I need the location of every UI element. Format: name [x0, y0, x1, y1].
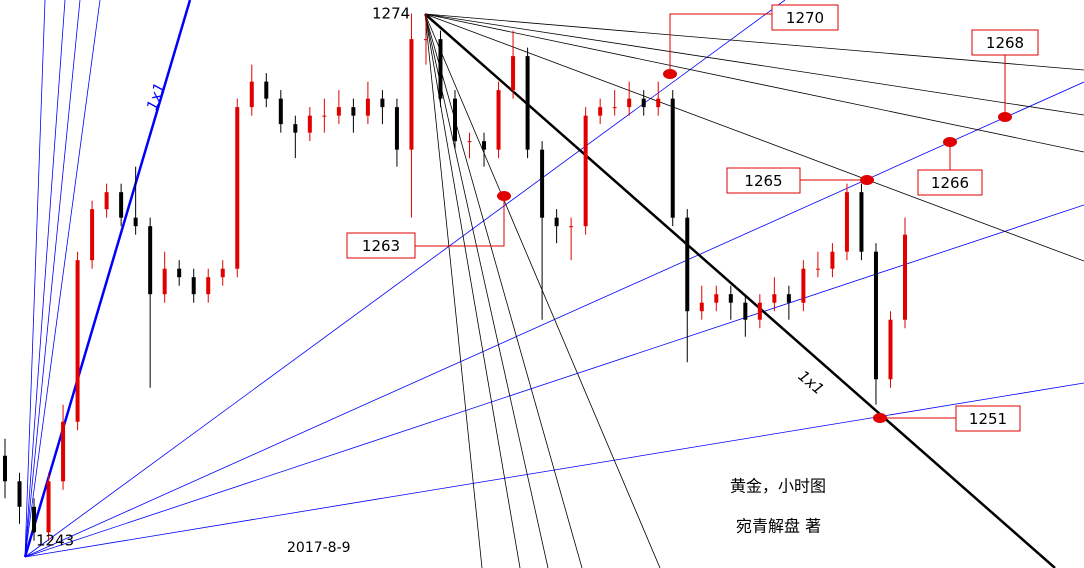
candle-body	[641, 98, 646, 108]
candle-body	[191, 277, 196, 295]
candle-body	[757, 302, 762, 320]
candle-body	[351, 107, 356, 116]
candle-body	[627, 98, 632, 108]
candle-body	[670, 98, 675, 218]
candle-body	[569, 226, 574, 228]
level-box	[955, 405, 1021, 432]
level-dot	[998, 112, 1012, 122]
candle-body	[423, 39, 428, 41]
level-connectors	[415, 13, 1006, 419]
candle-body	[293, 124, 298, 133]
candle-body	[859, 192, 864, 252]
candle-body	[249, 81, 254, 108]
level-dot	[943, 137, 957, 147]
candle-body	[467, 141, 472, 143]
candle-body	[496, 90, 501, 150]
candle-body	[598, 107, 603, 116]
candle-body	[409, 39, 414, 150]
candle-body	[656, 98, 661, 108]
candle-body	[685, 217, 690, 312]
candle-body	[119, 192, 124, 218]
level-box	[971, 29, 1039, 56]
candle-body	[525, 56, 530, 150]
gann-fan-low	[23, 0, 1084, 558]
candle-body	[583, 115, 588, 227]
title: 黄金，小时图	[730, 477, 826, 496]
candle-body	[743, 302, 748, 320]
level-box	[917, 169, 983, 196]
candle-body	[264, 81, 269, 99]
level-dot	[860, 175, 874, 185]
level-dot	[663, 69, 677, 79]
candle-body	[772, 294, 777, 303]
candle-body	[32, 506, 37, 533]
level-box	[771, 4, 839, 31]
candle-body	[220, 268, 225, 278]
low-label: 1243	[36, 532, 74, 550]
candle-body	[278, 98, 283, 125]
candle-body	[830, 251, 835, 269]
fan-label: 1x1	[795, 367, 828, 399]
candle-body	[365, 98, 370, 116]
candle-body	[162, 268, 167, 295]
candle-body	[307, 115, 312, 133]
candle-body	[61, 421, 66, 482]
candle-body	[554, 217, 559, 227]
candle-body	[104, 192, 109, 210]
candle-body	[206, 277, 211, 295]
author: 宛青解盘 著	[736, 517, 821, 536]
level-dot	[497, 191, 511, 201]
candle-body	[612, 107, 617, 109]
candle-body	[394, 107, 399, 150]
level-box	[346, 232, 416, 259]
candle-body	[786, 294, 791, 303]
candle-body	[714, 294, 719, 303]
level-label: 1266	[931, 174, 969, 192]
fan-label: 1x1	[143, 80, 169, 112]
candle-body	[453, 98, 457, 142]
candle-body	[903, 234, 907, 320]
candle-body	[540, 149, 545, 218]
candle-body	[235, 107, 240, 269]
candle-body	[148, 226, 153, 295]
candle-body	[728, 294, 733, 303]
candle-body	[801, 268, 806, 303]
candle-body	[511, 56, 516, 91]
candle-body	[177, 268, 182, 278]
levels: 1270 1268 1265 1266 1263 1251	[346, 4, 1039, 432]
candle-body	[75, 260, 80, 422]
candle-body	[482, 141, 487, 150]
level-label: 1270	[786, 9, 824, 27]
high-label: 1274	[372, 5, 410, 23]
candle-body	[336, 107, 341, 116]
level-box	[726, 167, 801, 194]
candle-body	[322, 115, 327, 117]
candle-body	[844, 192, 849, 252]
candle-body	[815, 268, 820, 270]
candle-body	[873, 251, 878, 380]
candle-body	[699, 302, 704, 312]
candle-body	[17, 481, 22, 507]
level-dot	[873, 413, 887, 423]
candle-body	[46, 481, 51, 533]
date: 2017-8-9	[287, 540, 351, 556]
level-label: 1268	[986, 34, 1024, 52]
candle-body	[90, 209, 95, 261]
candle-body	[438, 39, 443, 99]
level-label: 1251	[969, 410, 1007, 428]
level-label: 1265	[744, 172, 782, 190]
level-label: 1263	[362, 237, 400, 255]
candle-body	[133, 217, 138, 227]
candle-body	[3, 455, 7, 482]
candles	[3, 13, 907, 541]
candle-body	[888, 319, 893, 380]
candle-body	[380, 98, 385, 108]
